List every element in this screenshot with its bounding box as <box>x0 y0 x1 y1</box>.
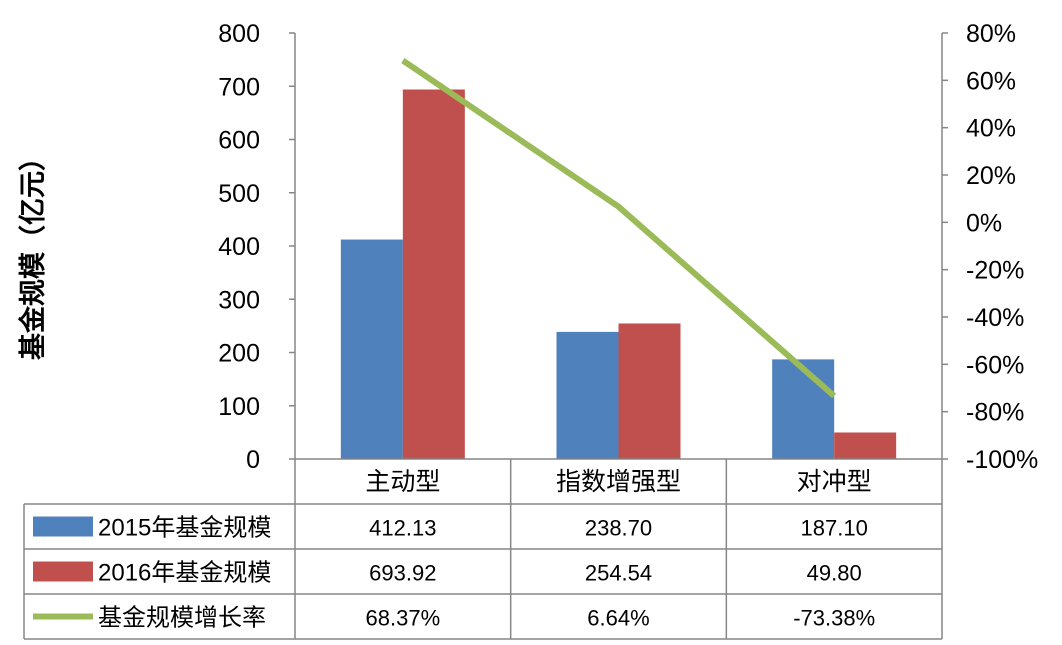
right-tick-label: 40% <box>966 115 1016 143</box>
data-cell: 68.37% <box>366 606 441 631</box>
right-tick-label: 20% <box>966 162 1016 190</box>
category-label: 对冲型 <box>797 468 872 496</box>
legend-label: 2015年基金规模 <box>98 515 271 542</box>
y-axis-title: 基金规模（亿元） <box>17 144 48 360</box>
legend-label: 2016年基金规模 <box>98 560 271 587</box>
growth-rate-line <box>401 58 837 399</box>
category-label: 指数增强型 <box>556 468 681 496</box>
right-tick-label: -40% <box>966 304 1024 332</box>
bar <box>402 89 465 459</box>
data-cell: 6.64% <box>587 606 649 631</box>
growth-line <box>401 58 837 399</box>
data-cell: 238.70 <box>585 516 652 541</box>
right-tick-label: -20% <box>966 257 1024 285</box>
bars <box>340 89 897 459</box>
axes: 0 100 200 300 400 500 600 700 800 -100% -80% -60% -4… <box>218 20 1038 474</box>
left-tick-label: 100 <box>218 393 260 421</box>
left-tick-label: 400 <box>218 233 260 261</box>
data-cell: 254.54 <box>585 561 652 586</box>
legend-swatch <box>33 561 93 582</box>
right-tick-label: -80% <box>966 399 1024 427</box>
data-table: 主动型 指数增强型 对冲型 2015年基金规模 412.13 238.70 187.10 20… <box>23 458 943 640</box>
bar <box>556 331 619 459</box>
right-tick-label: 80% <box>966 20 1016 48</box>
data-cell: -73.38% <box>793 606 875 631</box>
data-cell: 49.80 <box>807 561 862 586</box>
bar <box>340 239 403 459</box>
legend-swatch <box>33 516 93 537</box>
right-tick-label: 0% <box>966 209 1002 237</box>
left-tick-label: 700 <box>218 73 260 101</box>
bar <box>772 359 835 459</box>
left-tick-label: 500 <box>218 180 260 208</box>
left-tick-label: 200 <box>218 340 260 368</box>
category-label: 主动型 <box>365 468 440 496</box>
left-tick-label: 600 <box>218 127 260 155</box>
left-tick-label: 300 <box>218 286 260 314</box>
data-cell: 693.92 <box>369 561 436 586</box>
right-tick-label: -60% <box>966 351 1024 379</box>
bar <box>834 432 897 459</box>
right-tick-label: -100% <box>966 446 1038 474</box>
left-tick-label: 0 <box>246 446 260 474</box>
bar <box>618 323 681 459</box>
data-cell: 187.10 <box>801 516 868 541</box>
legend-label: 基金规模增长率 <box>98 605 266 632</box>
right-tick-label: 60% <box>966 67 1016 95</box>
left-tick-label: 800 <box>218 20 260 48</box>
data-cell: 412.13 <box>369 516 436 541</box>
